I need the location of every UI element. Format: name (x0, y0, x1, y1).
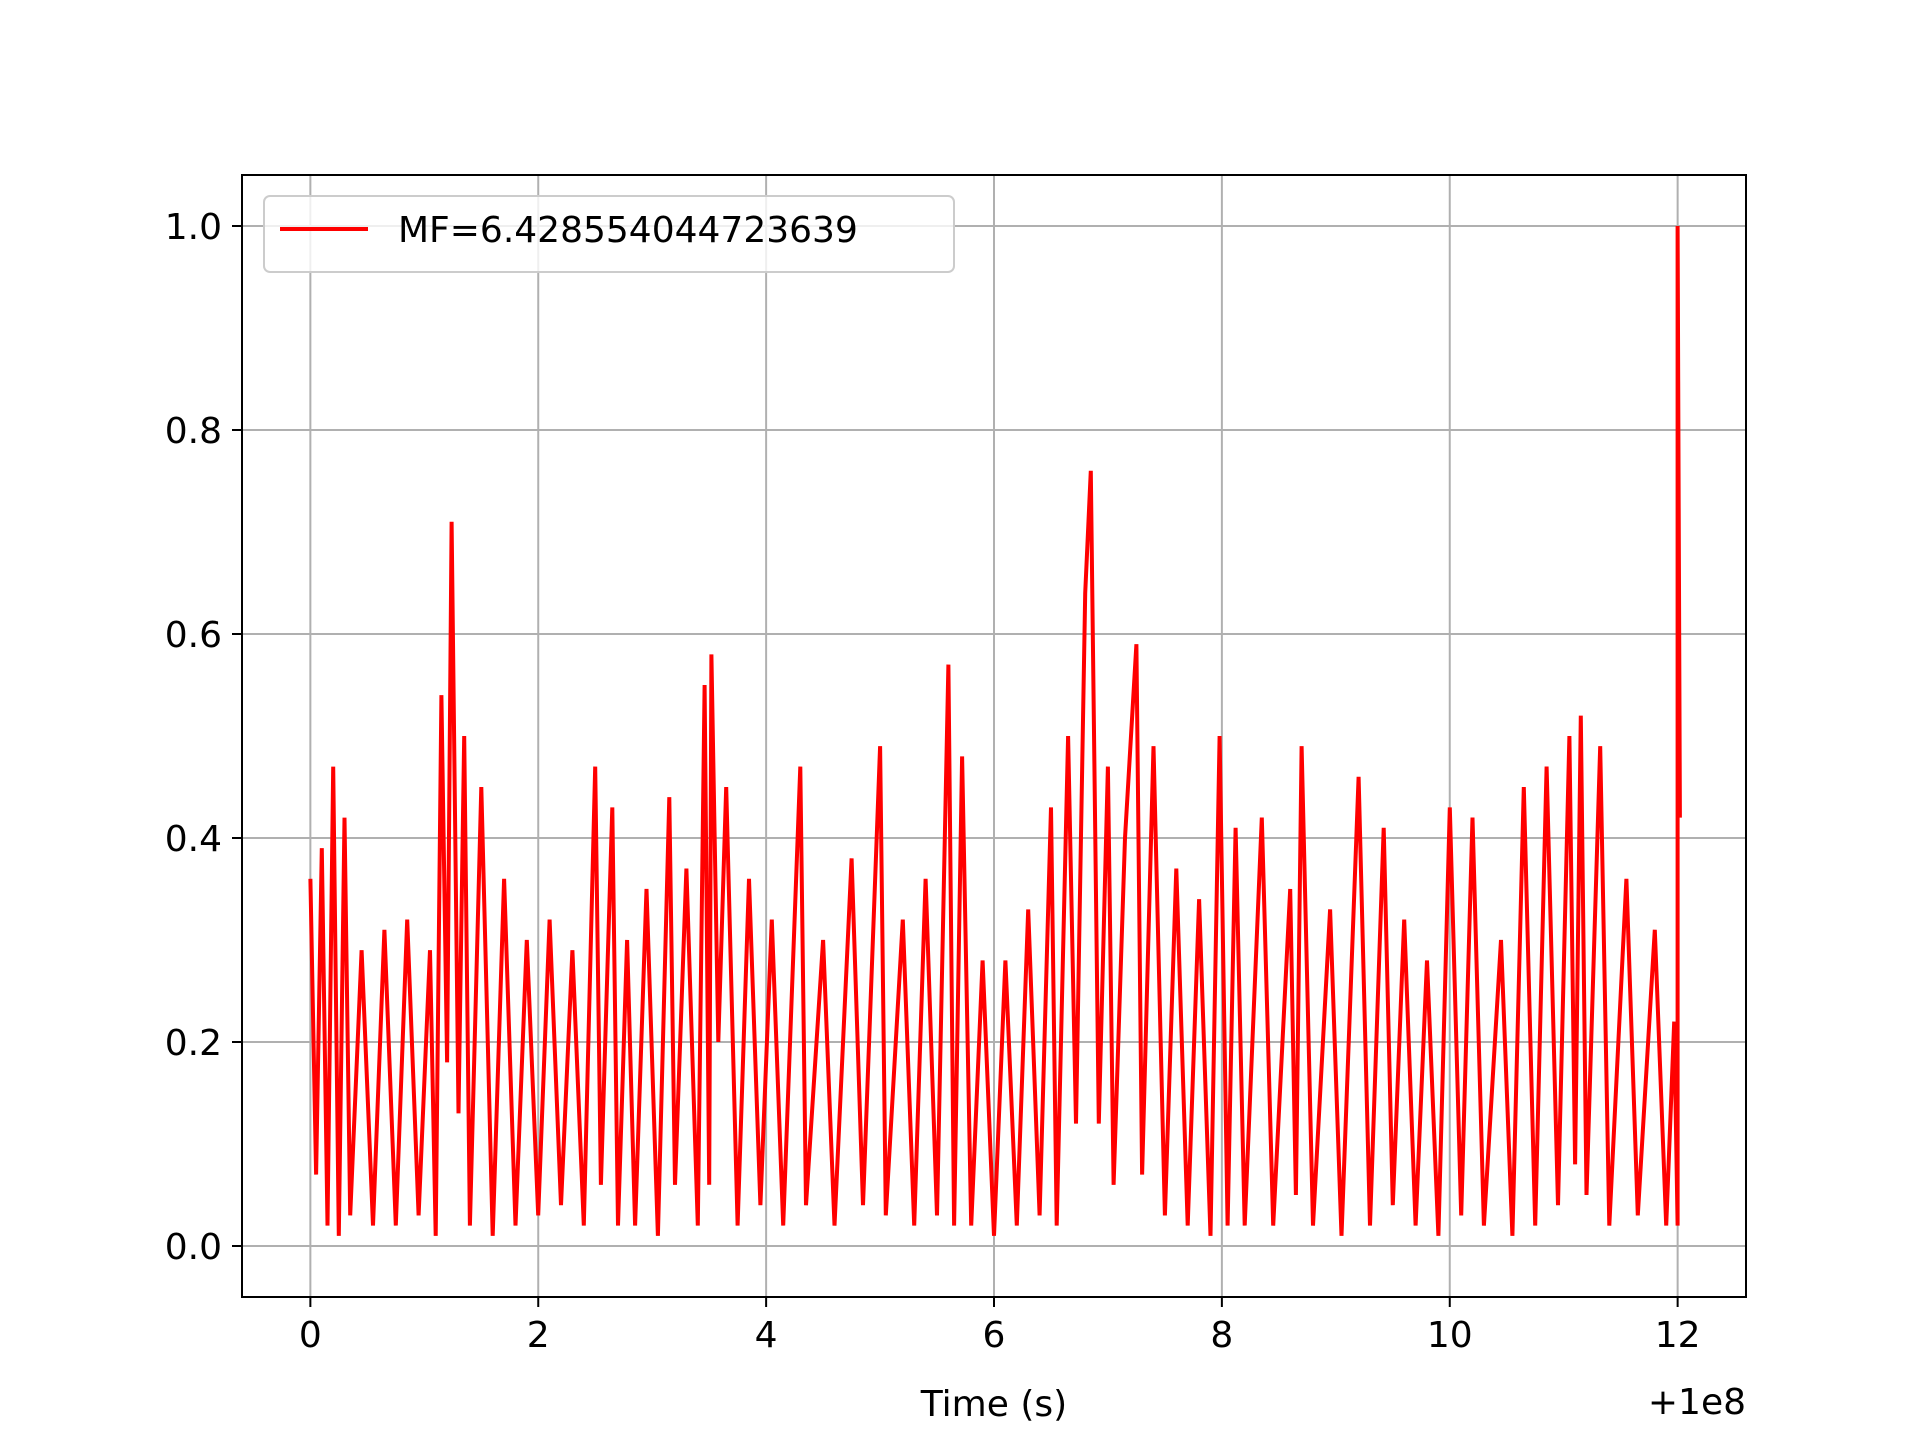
x-axis-label: Time (s) (920, 1384, 1067, 1425)
x-tick-label: 4 (755, 1315, 778, 1356)
y-tick-label: 1.0 (165, 207, 222, 248)
series-line (308, 225, 1682, 1236)
x-tick-label: 12 (1655, 1315, 1701, 1356)
x-tick-label: 0 (299, 1315, 322, 1356)
plot-clip (308, 225, 1682, 1236)
y-tick-label: 0.8 (165, 411, 222, 452)
ticks: 0 2 4 6 8 10 12 0.0 0.2 0.4 0.6 0.8 1.0 (165, 207, 1701, 1356)
x-tick-label: 8 (1210, 1315, 1233, 1356)
y-tick-label: 0.4 (165, 819, 222, 860)
y-tick-label: 0.0 (165, 1227, 222, 1268)
series-layer (308, 225, 1682, 1236)
x-tick-label: 6 (983, 1315, 1006, 1356)
legend-box (263, 195, 955, 273)
x-tick-label: 2 (527, 1315, 550, 1356)
x-axis-offset-label: +1e8 (1648, 1382, 1746, 1423)
legend: MF=6.428554044723639 (263, 195, 955, 273)
legend-label: MF=6.428554044723639 (398, 210, 858, 251)
x-tick-label: 10 (1427, 1315, 1473, 1356)
y-tick-label: 0.6 (165, 615, 222, 656)
y-tick-label: 0.2 (165, 1023, 222, 1064)
